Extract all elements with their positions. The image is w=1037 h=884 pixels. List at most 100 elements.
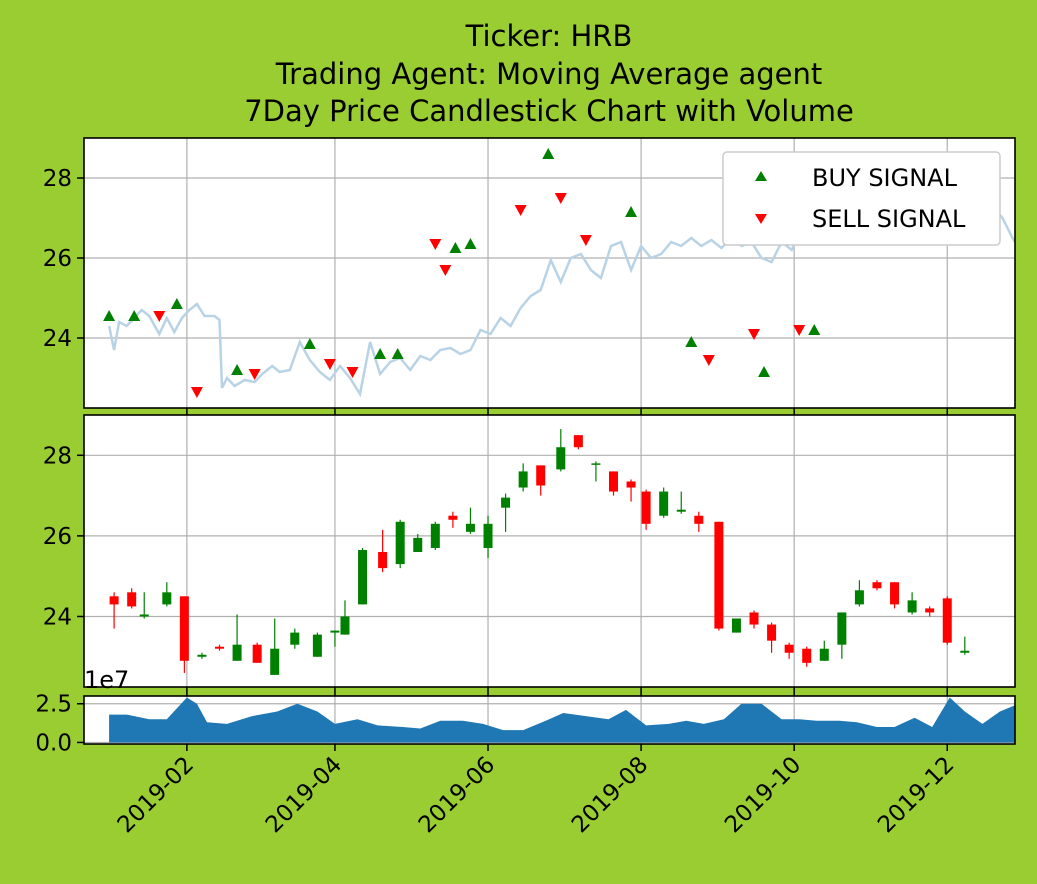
candle-body-4 [179,596,189,661]
candle-panel-grid [84,415,1015,687]
candle-body-24 [536,465,546,486]
x-tick-label-2: 2019-06 [414,752,500,838]
candle-body-17 [413,537,423,553]
candle-body-33 [694,515,704,524]
candle-3 [162,582,172,607]
sell-signal-marker-6 [439,265,452,276]
x-tick-label-3: 2019-08 [567,752,653,838]
candle-body-48 [960,650,970,653]
candle-34 [714,521,724,631]
candle-body-0 [109,596,119,605]
candle-29 [626,479,636,502]
candle-18 [430,521,440,550]
sell-signal-marker-12 [793,325,806,336]
candle-body-14 [358,549,368,605]
chart-title-line-2: Trading Agent: Moving Average agent [275,57,823,91]
candle-ytick-label-2: 28 [43,443,72,469]
candle-body-15 [378,552,388,569]
candle-body-16 [395,521,405,565]
buy-signal-marker-10 [625,206,638,217]
candle-body-13 [340,616,350,635]
sell-signal-marker-4 [346,367,359,378]
candle-48 [960,636,970,655]
candle-body-7 [232,644,242,661]
volume-exponent-label: 1e7 [84,666,129,694]
candle-13 [340,600,350,635]
x-tick-label-5: 2019-12 [873,752,959,838]
volume-panel-y-axis: 0.02.5 [35,692,84,756]
buy-signal-marker-2 [170,298,183,309]
candle-32 [676,491,686,514]
candle-body-47 [942,598,952,643]
sell-signal-marker-1 [190,387,203,398]
candle-body-37 [767,624,777,641]
candle-body-43 [872,582,882,589]
sell-signal-marker-3 [323,359,336,370]
candle-20 [465,507,475,534]
candle-16 [395,519,405,569]
buy-signal-marker-7 [449,242,462,253]
candle-4 [179,596,189,673]
volume-panel: 0.02.5 1e7 [35,666,1016,756]
candle-35 [731,618,741,633]
price-ytick-label-0: 24 [43,326,72,352]
candle-37 [767,622,777,653]
candlestick-panel: 24 26 28 [43,414,1016,688]
sell-signal-marker-7 [514,205,527,216]
candle-body-39 [802,648,812,663]
chart-title-line-3: 7Day Price Candlestick Chart with Volume [244,94,854,128]
buy-signal-marker-6 [391,348,404,359]
buy-signal-marker-4 [303,338,316,349]
sell-signal-marker-10 [702,355,715,366]
candle-body-31 [659,491,669,516]
candle-47 [942,596,952,645]
candle-ytick-label-1: 26 [43,524,72,550]
candle-body-5 [197,654,207,657]
candle-14 [358,547,368,605]
buy-signal-marker-9 [542,148,555,159]
candle-body-40 [819,648,829,661]
candle-body-23 [518,471,528,488]
candle-24 [536,465,546,496]
sell-signal-marker-8 [554,193,567,204]
candle-body-45 [907,600,917,613]
candle-body-2 [139,614,149,617]
candle-panel-background [84,415,1015,687]
candle-body-21 [483,523,493,548]
candle-body-19 [448,515,458,520]
buy-signal-marker-8 [464,238,477,249]
candle-body-9 [270,648,280,675]
candle-38 [784,642,794,659]
candle-body-6 [215,646,225,649]
candle-12 [330,630,340,647]
candle-9 [270,618,280,675]
chart-title-line-1: Ticker: HRB [465,19,633,53]
candle-body-28 [608,471,618,492]
candlesticks [109,429,970,675]
buy-signal-marker-1 [128,310,141,321]
sell-signal-marker-5 [429,239,442,250]
candle-2 [139,592,149,619]
candle-body-32 [676,509,686,512]
legend-buy-label: BUY SIGNAL [812,164,958,192]
legend-sell-label: SELL SIGNAL [812,205,966,233]
candle-31 [659,487,669,518]
sell-signal-marker-11 [748,329,761,340]
candle-28 [608,471,618,496]
buy-signal-markers [103,148,821,377]
sell-signal-marker-9 [579,235,592,246]
candle-body-22 [501,497,511,508]
candle-36 [749,610,759,629]
candle-0 [109,592,119,629]
sell-signal-marker-0 [153,311,166,322]
buy-signal-marker-11 [685,336,698,347]
chart-legend: BUY SIGNAL SELL SIGNAL [722,151,1001,246]
buy-signal-marker-13 [808,324,821,335]
price-signal-panel: 24 26 28 BUY SIGNAL SELL SIGNAL [43,137,1017,409]
candle-body-46 [925,608,935,613]
candle-43 [872,580,882,591]
x-tick-label-4: 2019-10 [720,752,806,838]
candle-body-12 [330,630,340,633]
x-tick-label-1: 2019-04 [261,752,347,838]
candle-body-25 [556,447,566,470]
